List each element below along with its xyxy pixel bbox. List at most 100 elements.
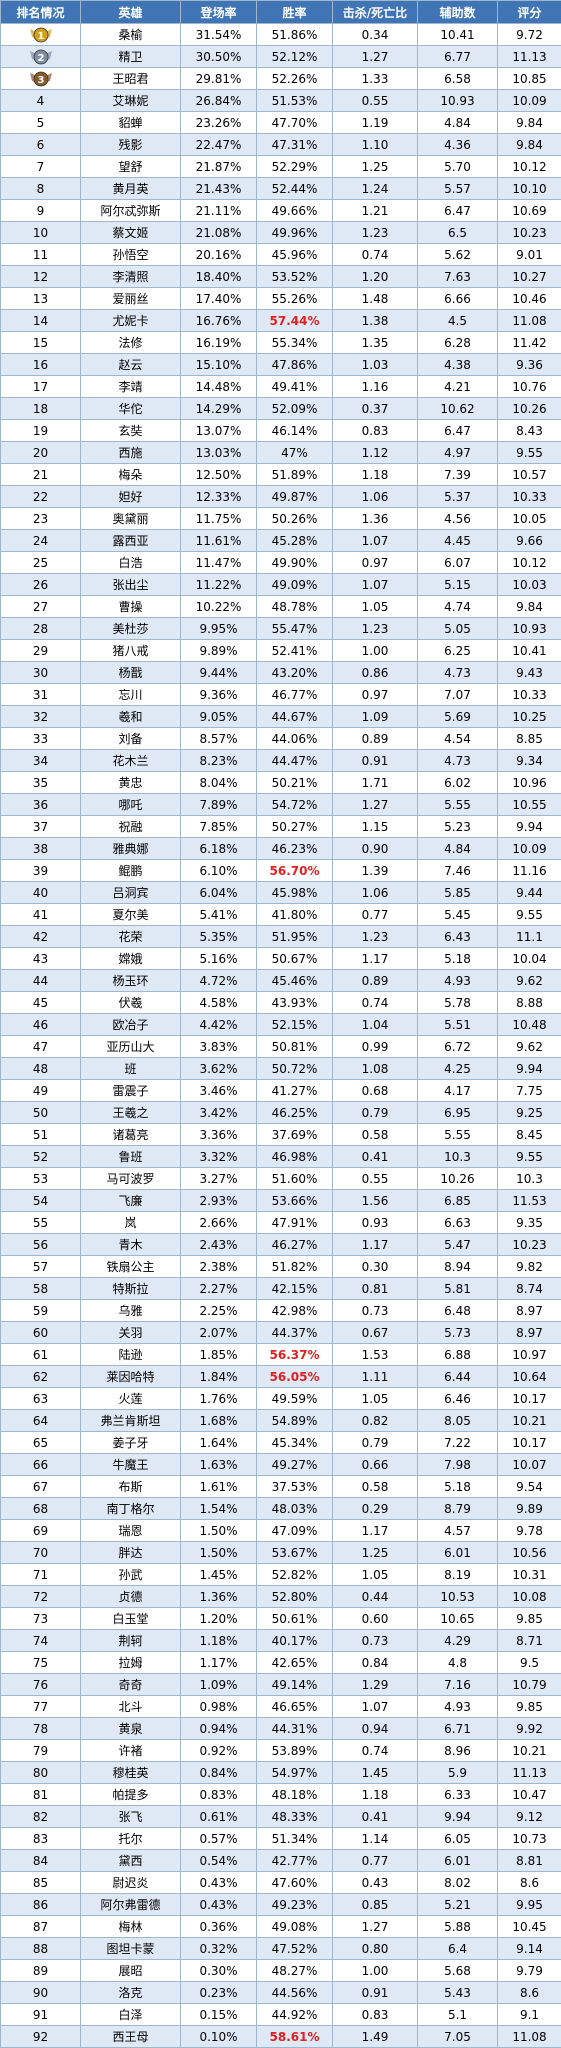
win-rate-cell: 55.26%	[257, 288, 333, 310]
rank-cell: 59	[1, 1300, 81, 1322]
hero-cell: 精卫	[81, 46, 181, 68]
appear-rate-cell: 12.33%	[181, 486, 257, 508]
assists-cell: 5.73	[418, 1322, 498, 1344]
rank-cell: 34	[1, 750, 81, 772]
win-rate-cell: 47.60%	[257, 1872, 333, 1894]
rank-cell: 91	[1, 2004, 81, 2026]
score-cell: 9.66	[498, 530, 561, 552]
svg-text:3: 3	[37, 75, 44, 86]
win-rate-cell: 48.33%	[257, 1806, 333, 1828]
rank-cell: 53	[1, 1168, 81, 1190]
win-rate-cell: 45.34%	[257, 1432, 333, 1454]
score-cell: 9.62	[498, 970, 561, 992]
svg-text:1: 1	[37, 31, 44, 42]
score-cell: 11.13	[498, 1762, 561, 1784]
appear-rate-cell: 1.20%	[181, 1608, 257, 1630]
win-rate-cell: 49.90%	[257, 552, 333, 574]
rank-cell: 4	[1, 90, 81, 112]
hero-cell: 杨玉环	[81, 970, 181, 992]
assists-cell: 6.71	[418, 1718, 498, 1740]
assists-cell: 4.17	[418, 1080, 498, 1102]
assists-cell: 4.84	[418, 112, 498, 134]
score-cell: 10.85	[498, 68, 561, 90]
kd-ratio-cell: 0.44	[333, 1586, 418, 1608]
header-hero: 英雄	[81, 1, 181, 24]
assists-cell: 5.45	[418, 904, 498, 926]
appear-rate-cell: 4.42%	[181, 1014, 257, 1036]
kd-ratio-cell: 0.82	[333, 1410, 418, 1432]
appear-rate-cell: 0.43%	[181, 1894, 257, 1916]
score-cell: 9.36	[498, 354, 561, 376]
rank-cell: 20	[1, 442, 81, 464]
rank-cell: 36	[1, 794, 81, 816]
win-rate-cell: 56.05%	[257, 1366, 333, 1388]
score-cell: 9.55	[498, 1146, 561, 1168]
assists-cell: 7.39	[418, 464, 498, 486]
win-rate-cell: 43.93%	[257, 992, 333, 1014]
score-cell: 9.82	[498, 1256, 561, 1278]
win-rate-cell: 47.86%	[257, 354, 333, 376]
appear-rate-cell: 1.85%	[181, 1344, 257, 1366]
hero-cell: 花木兰	[81, 750, 181, 772]
assists-cell: 5.81	[418, 1278, 498, 1300]
win-rate-cell: 41.27%	[257, 1080, 333, 1102]
hero-cell: 梅林	[81, 1916, 181, 1938]
rank-cell: 82	[1, 1806, 81, 1828]
assists-cell: 6.88	[418, 1344, 498, 1366]
score-cell: 9.55	[498, 442, 561, 464]
appear-rate-cell: 11.47%	[181, 552, 257, 574]
hero-cell: 张出尘	[81, 574, 181, 596]
appear-rate-cell: 1.36%	[181, 1586, 257, 1608]
hero-cell: 帕提多	[81, 1784, 181, 1806]
appear-rate-cell: 15.10%	[181, 354, 257, 376]
kd-ratio-cell: 0.34	[333, 24, 418, 46]
hero-cell: 羲和	[81, 706, 181, 728]
header-score: 评分	[498, 1, 561, 24]
hero-cell: 诸葛亮	[81, 1124, 181, 1146]
kd-ratio-cell: 0.79	[333, 1432, 418, 1454]
score-cell: 8.97	[498, 1322, 561, 1344]
assists-cell: 6.28	[418, 332, 498, 354]
appear-rate-cell: 11.75%	[181, 508, 257, 530]
hero-cell: 姜子牙	[81, 1432, 181, 1454]
hero-cell: 华佗	[81, 398, 181, 420]
score-cell: 9.34	[498, 750, 561, 772]
appear-rate-cell: 9.05%	[181, 706, 257, 728]
appear-rate-cell: 0.54%	[181, 1850, 257, 1872]
win-rate-cell: 49.09%	[257, 574, 333, 596]
assists-cell: 6.43	[418, 926, 498, 948]
win-rate-cell: 49.23%	[257, 1894, 333, 1916]
win-rate-cell: 54.89%	[257, 1410, 333, 1432]
hero-cell: 洛克	[81, 1982, 181, 2004]
assists-cell: 4.84	[418, 838, 498, 860]
hero-cell: 图坦卡蒙	[81, 1938, 181, 1960]
assists-cell: 5.43	[418, 1982, 498, 2004]
score-cell: 10.03	[498, 574, 561, 596]
assists-cell: 6.44	[418, 1366, 498, 1388]
kd-ratio-cell: 0.68	[333, 1080, 418, 1102]
win-rate-cell: 50.21%	[257, 772, 333, 794]
appear-rate-cell: 0.61%	[181, 1806, 257, 1828]
rank-cell: 2	[1, 46, 81, 68]
rank-cell: 35	[1, 772, 81, 794]
win-rate-cell: 45.28%	[257, 530, 333, 552]
win-rate-cell: 53.67%	[257, 1542, 333, 1564]
assists-cell: 6.85	[418, 1190, 498, 1212]
score-cell: 10.76	[498, 376, 561, 398]
score-cell: 10.09	[498, 838, 561, 860]
score-cell: 10.23	[498, 222, 561, 244]
assists-cell: 4.38	[418, 354, 498, 376]
assists-cell: 6.58	[418, 68, 498, 90]
rank-cell: 84	[1, 1850, 81, 1872]
